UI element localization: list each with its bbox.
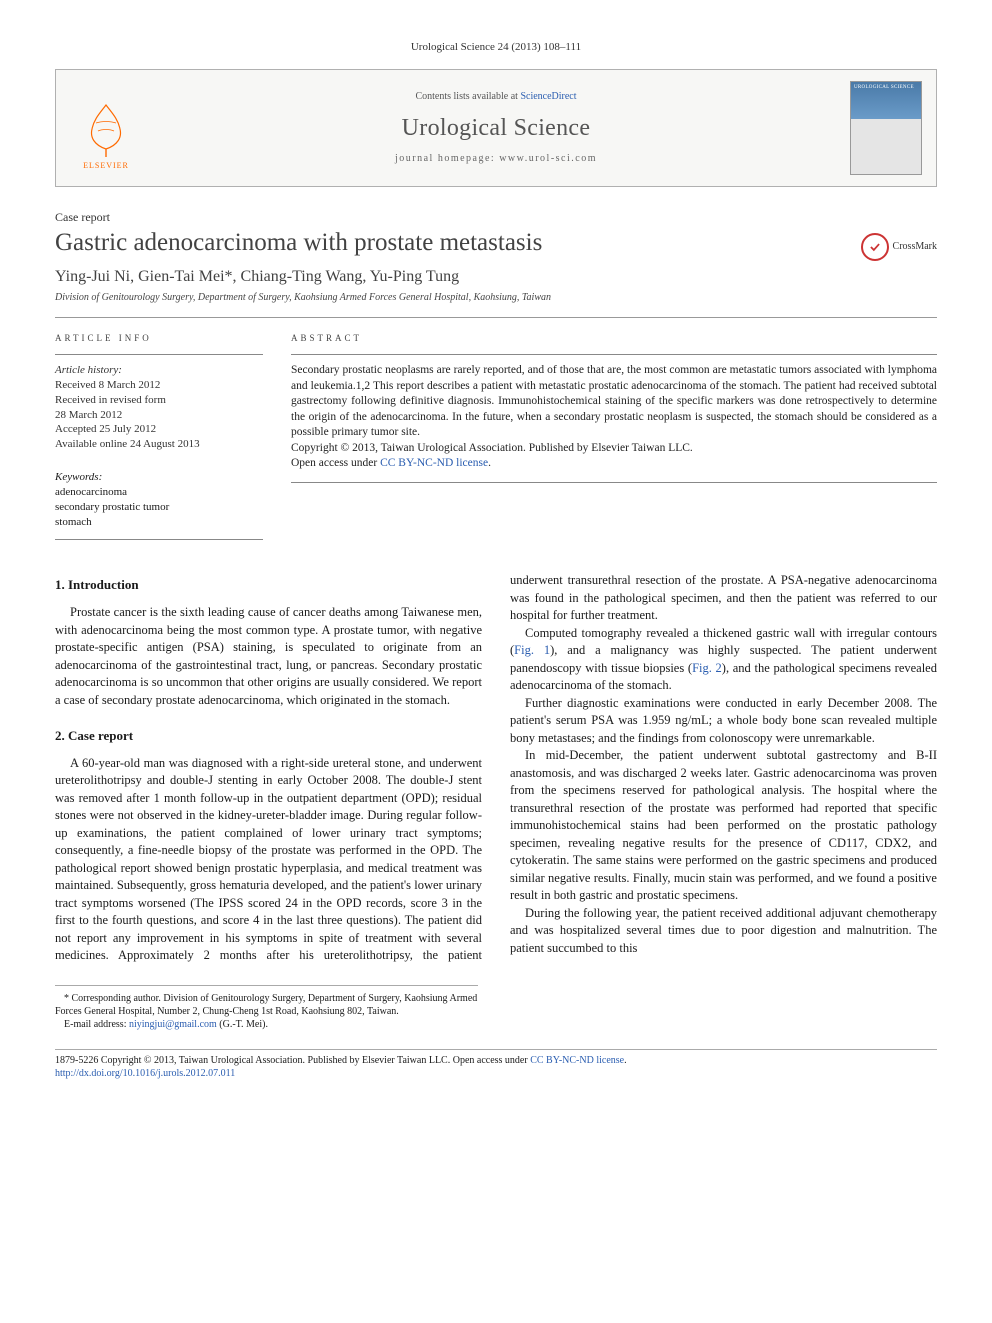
journal-cover-area — [836, 70, 936, 186]
divider — [55, 317, 937, 318]
keywords-label: Keywords: — [55, 470, 263, 485]
article-info-column: ARTICLE INFO Article history: Received 8… — [55, 332, 263, 549]
case-paragraph: Further diagnostic examinations were con… — [510, 695, 937, 748]
history-item: Available online 24 August 2013 — [55, 437, 263, 452]
elsevier-logo[interactable]: ELSEVIER — [71, 84, 141, 172]
history-item: Received 8 March 2012 — [55, 378, 263, 393]
journal-header-center: Contents lists available at ScienceDirec… — [156, 70, 836, 186]
contents-prefix: Contents lists available at — [415, 91, 520, 102]
open-access-suffix: . — [488, 457, 491, 469]
section-heading-case: 2. Case report — [55, 727, 482, 745]
abstract-copyright: Copyright © 2013, Taiwan Urological Asso… — [291, 442, 693, 454]
case-paragraph: During the following year, the patient r… — [510, 905, 937, 958]
history-label: Article history: — [55, 363, 263, 378]
journal-name: Urological Science — [156, 112, 836, 144]
keyword: adenocarcinoma — [55, 485, 263, 500]
case-paragraph: Computed tomography revealed a thickened… — [510, 625, 937, 695]
figure-link[interactable]: Fig. 1 — [514, 643, 550, 657]
open-access-prefix: Open access under — [291, 457, 380, 469]
authors: Ying-Jui Ni, Gien-Tai Mei*, Chiang-Ting … — [55, 266, 937, 288]
doi-link[interactable]: http://dx.doi.org/10.1016/j.urols.2012.0… — [55, 1068, 235, 1079]
abstract-text: Secondary prostatic neoplasms are rarely… — [291, 364, 937, 438]
history-item: Received in revised form — [55, 393, 263, 408]
document-type: Case report — [55, 209, 937, 225]
crossmark-label: CrossMark — [893, 240, 937, 254]
section-heading-intro: 1. Introduction — [55, 576, 482, 594]
article-title: Gastric adenocarcinoma with prostate met… — [55, 229, 849, 258]
corresponding-author-note: * Corresponding author. Division of Geni… — [55, 992, 478, 1018]
elsevier-tree-icon — [80, 101, 132, 159]
license-link[interactable]: CC BY-NC-ND license — [380, 457, 488, 469]
abstract-column: ABSTRACT Secondary prostatic neoplasms a… — [291, 332, 937, 549]
keyword: stomach — [55, 515, 263, 530]
publisher-logo-area: ELSEVIER — [56, 70, 156, 186]
journal-homepage: journal homepage: www.urol-sci.com — [156, 152, 836, 166]
keyword: secondary prostatic tumor — [55, 500, 263, 515]
case-paragraph: In mid-December, the patient underwent s… — [510, 747, 937, 905]
journal-header: ELSEVIER Contents lists available at Sci… — [55, 69, 937, 187]
email-label: E-mail address: — [64, 1019, 129, 1030]
abstract-heading: ABSTRACT — [291, 332, 937, 344]
contents-line: Contents lists available at ScienceDirec… — [156, 90, 836, 104]
sciencedirect-link[interactable]: ScienceDirect — [520, 91, 576, 102]
figure-link[interactable]: Fig. 2 — [692, 661, 722, 675]
intro-paragraph: Prostate cancer is the sixth leading cau… — [55, 604, 482, 709]
footer-license-link[interactable]: CC BY-NC-ND license — [530, 1055, 624, 1066]
crossmark-icon — [861, 233, 889, 261]
history-item: Accepted 25 July 2012 — [55, 422, 263, 437]
homepage-url[interactable]: www.urol-sci.com — [499, 153, 597, 164]
homepage-prefix: journal homepage: — [395, 153, 499, 164]
footnotes: * Corresponding author. Division of Geni… — [55, 985, 478, 1031]
email-suffix: (G.-T. Mei). — [217, 1019, 268, 1030]
history-item: 28 March 2012 — [55, 408, 263, 423]
article-info-heading: ARTICLE INFO — [55, 332, 263, 344]
elsevier-label: ELSEVIER — [83, 161, 129, 172]
header-citation: Urological Science 24 (2013) 108–111 — [55, 40, 937, 55]
affiliation: Division of Genitourology Surgery, Depar… — [55, 291, 937, 305]
page-footer: 1879-5226 Copyright © 2013, Taiwan Urolo… — [55, 1049, 937, 1081]
article-body: 1. Introduction Prostate cancer is the s… — [55, 572, 937, 964]
footer-copyright-suffix: . — [624, 1055, 627, 1066]
email-link[interactable]: niyingjui@gmail.com — [129, 1019, 217, 1030]
crossmark-widget[interactable]: CrossMark — [861, 233, 937, 261]
journal-cover-thumbnail[interactable] — [850, 81, 922, 175]
footer-copyright: 1879-5226 Copyright © 2013, Taiwan Urolo… — [55, 1055, 530, 1066]
